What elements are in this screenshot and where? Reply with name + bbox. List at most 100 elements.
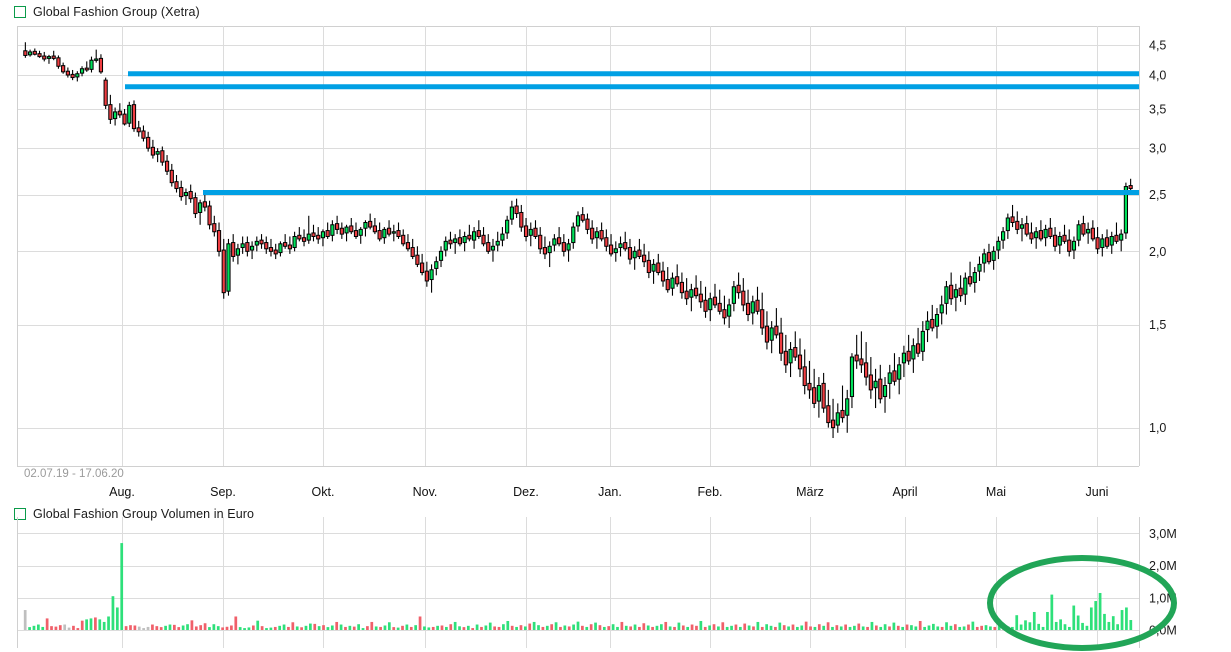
volume-bar[interactable] (50, 626, 53, 630)
candle-body[interactable] (646, 259, 651, 274)
resistance-lines[interactable] (125, 71, 1139, 196)
volume-bar[interactable] (975, 626, 979, 630)
volume-bar[interactable] (28, 627, 31, 630)
volume-bar[interactable] (1129, 620, 1133, 630)
candle-body[interactable] (353, 230, 359, 238)
candle-body[interactable] (505, 219, 510, 234)
volume-bar[interactable] (80, 620, 84, 630)
volume-bar[interactable] (269, 627, 273, 630)
candle-body[interactable] (283, 242, 288, 247)
candle-body[interactable] (599, 230, 604, 240)
candle-body[interactable] (183, 192, 189, 197)
candle-body[interactable] (901, 352, 907, 364)
volume-bar[interactable] (1019, 624, 1023, 630)
volume-bar[interactable] (589, 624, 593, 630)
volume-bar[interactable] (339, 624, 343, 630)
volume-bar[interactable] (107, 616, 110, 630)
volume-bar[interactable] (769, 625, 773, 630)
volume-bar[interactable] (462, 627, 466, 630)
volume-bar[interactable] (1085, 625, 1089, 630)
volume-bar[interactable] (888, 626, 891, 630)
candle-body[interactable] (51, 55, 56, 59)
volume-bar[interactable] (1028, 622, 1032, 630)
candle-body[interactable] (301, 237, 307, 242)
candle-body[interactable] (188, 191, 193, 200)
volume-bar[interactable] (1103, 613, 1106, 630)
volume-bar[interactable] (537, 625, 540, 630)
candle-body[interactable] (27, 51, 33, 56)
volume-bar[interactable] (282, 624, 286, 630)
volume-bar[interactable] (1125, 607, 1128, 630)
candle-body[interactable] (65, 70, 70, 76)
candle-body[interactable] (764, 325, 770, 343)
candle-body[interactable] (155, 151, 160, 155)
candle-body[interactable] (585, 218, 590, 230)
volume-bar[interactable] (835, 625, 839, 630)
candle-body[interactable] (245, 242, 250, 252)
candle-body[interactable] (420, 262, 425, 274)
volume-bar[interactable] (54, 626, 58, 630)
candle-body[interactable] (547, 245, 552, 254)
candle-body[interactable] (292, 236, 297, 249)
candle-body[interactable] (429, 269, 434, 281)
candle-body[interactable] (996, 240, 1001, 251)
volume-bar[interactable] (278, 625, 282, 630)
volume-bar[interactable] (102, 621, 106, 630)
candle-body[interactable] (1081, 223, 1086, 235)
volume-bar[interactable] (115, 607, 119, 630)
volume-bar[interactable] (839, 626, 843, 630)
volume-bar[interactable] (409, 626, 413, 630)
candle-body[interactable] (254, 240, 259, 246)
candle-body[interactable] (514, 205, 519, 215)
volume-bar[interactable] (602, 626, 606, 630)
volume-bar[interactable] (265, 628, 268, 630)
volume-bar[interactable] (120, 543, 124, 630)
candle-body[interactable] (278, 243, 283, 254)
volume-bar[interactable] (853, 625, 856, 630)
candle-body[interactable] (358, 228, 363, 236)
volume-bar[interactable] (1111, 616, 1115, 630)
volume-bar[interactable] (177, 627, 181, 630)
candle-body[interactable] (840, 409, 845, 419)
candle-body[interactable] (618, 243, 623, 249)
candle-body[interactable] (552, 238, 557, 246)
volume-bar[interactable] (1010, 626, 1014, 630)
candle-body[interactable] (32, 50, 37, 55)
candle-body[interactable] (117, 110, 122, 116)
volume-bar[interactable] (581, 625, 584, 630)
volume-bar[interactable] (1107, 621, 1111, 630)
volume-bar[interactable] (717, 626, 720, 630)
volume-bar[interactable] (756, 621, 760, 630)
candle-body[interactable] (1038, 230, 1043, 240)
volume-bar[interactable] (37, 624, 40, 630)
volume-bar[interactable] (330, 625, 334, 630)
volume-bar[interactable] (945, 622, 948, 630)
volume-bar[interactable] (203, 623, 207, 630)
candle-body[interactable] (835, 412, 840, 426)
candle-body[interactable] (675, 276, 680, 285)
candle-body[interactable] (401, 234, 406, 245)
volume-bar[interactable] (896, 625, 900, 630)
candle-body[interactable] (410, 247, 415, 257)
volume-bar[interactable] (989, 626, 992, 630)
volume-bar[interactable] (370, 621, 374, 630)
volume-bar[interactable] (480, 626, 483, 630)
volume-bar[interactable] (703, 626, 707, 630)
volume-bar[interactable] (366, 626, 369, 630)
volume-bar[interactable] (111, 596, 115, 630)
candle-body[interactable] (1034, 231, 1039, 239)
candle-body[interactable] (1052, 234, 1058, 247)
candle-body[interactable] (103, 79, 108, 106)
volume-bar[interactable] (997, 623, 1001, 630)
candle-body[interactable] (878, 378, 883, 400)
candle-body[interactable] (868, 374, 873, 391)
volume-bar[interactable] (151, 624, 154, 630)
volume-bar[interactable] (1032, 611, 1036, 630)
candle-body[interactable] (594, 231, 599, 239)
candle-body[interactable] (405, 242, 411, 250)
candle-body[interactable] (127, 104, 132, 124)
candle-body[interactable] (873, 380, 878, 389)
volume-bar[interactable] (414, 625, 418, 630)
candle-body[interactable] (519, 211, 524, 228)
volume-bar[interactable] (493, 626, 496, 630)
